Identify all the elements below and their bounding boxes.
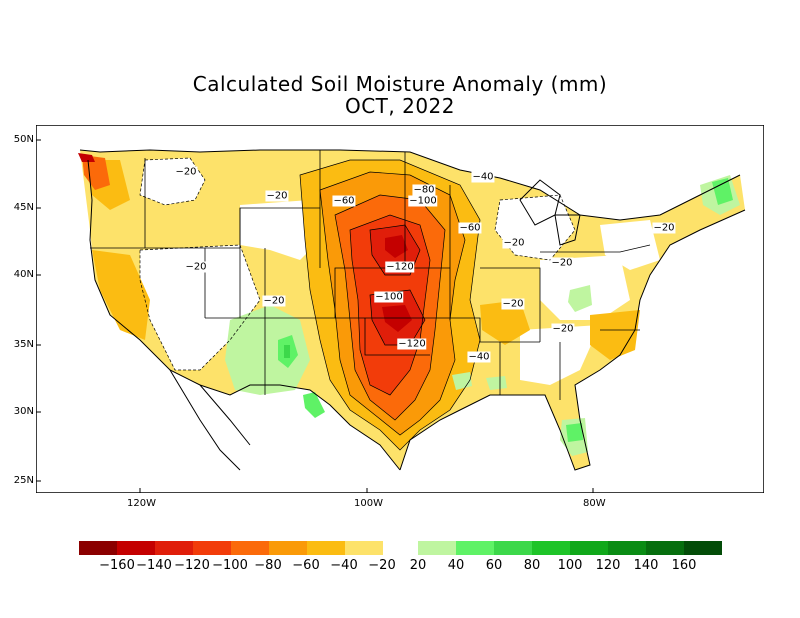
colorbar-swatch-negative <box>193 541 231 555</box>
colorbar-tick-label: 100 <box>557 558 583 573</box>
colorbar-swatch-negative <box>307 541 345 555</box>
lat-label-50n: 50N <box>13 134 34 145</box>
colorbar-swatch-positive <box>608 541 646 555</box>
contour-label: −20 <box>501 298 525 310</box>
coastlines <box>79 149 746 471</box>
colorbar-swatch-positive <box>494 541 532 555</box>
lat-label-40n: 40N <box>13 269 34 280</box>
axis-ticks <box>36 139 594 493</box>
contour-label: −60 <box>332 195 356 207</box>
contour-label: −20 <box>652 222 676 234</box>
colorbar-swatch-positive <box>684 541 722 555</box>
contour-label: −80 <box>412 184 436 196</box>
colorbar-tick-label: −60 <box>292 558 320 573</box>
contour-label: −20 <box>550 257 574 269</box>
colorbar-tick-label: 20 <box>409 558 427 573</box>
colorbar-swatch-negative <box>345 541 383 555</box>
contour-label: −100 <box>374 291 404 303</box>
colorbar-swatch-negative <box>155 541 193 555</box>
lat-label-25n: 25N <box>13 475 34 486</box>
colorbar-tick-label: −80 <box>254 558 282 573</box>
colorbar-swatch-positive <box>456 541 494 555</box>
colorbar-swatch-negative <box>117 541 155 555</box>
lon-label-80w: 80W <box>583 498 606 509</box>
contour-label: −20 <box>265 190 289 202</box>
contour-label: −120 <box>397 338 427 350</box>
colorbar-tick-label: 160 <box>671 558 697 573</box>
contour-label: −60 <box>458 222 482 234</box>
lon-label-100w: 100W <box>354 498 383 509</box>
contour-label: −20 <box>262 295 286 307</box>
colorbar-swatch-negative <box>79 541 117 555</box>
contour-label: −120 <box>385 261 415 273</box>
lat-label-30n: 30N <box>13 406 34 417</box>
lat-label-35n: 35N <box>13 339 34 350</box>
colorbar-tick-label: 140 <box>633 558 659 573</box>
contour-label: −20 <box>174 166 198 178</box>
contour-label: −20 <box>551 323 575 335</box>
colorbar-swatch-negative <box>269 541 307 555</box>
map-canvas <box>36 125 764 493</box>
lat-label-45n: 45N <box>13 202 34 213</box>
colorbar-tick-label: −140 <box>136 558 172 573</box>
wet-areas <box>225 175 740 456</box>
map-title: Calculated Soil Moisture Anomaly (mm) <box>192 72 608 96</box>
colorbar-tick-label: 60 <box>485 558 503 573</box>
colorbar-swatch-positive <box>570 541 608 555</box>
colorbar-swatch-positive <box>532 541 570 555</box>
colorbar-tick-label: 40 <box>447 558 465 573</box>
colorbar-tick-label: 120 <box>595 558 621 573</box>
contour-lines <box>139 157 576 451</box>
colorbar-tick-label: −120 <box>174 558 210 573</box>
colorbar-swatch-positive <box>418 541 456 555</box>
colorbar <box>79 541 722 555</box>
colorbar-tick-label: −100 <box>212 558 248 573</box>
contour-label: −40 <box>467 351 491 363</box>
contour-label: −20 <box>184 261 208 273</box>
contour-label: −40 <box>471 171 495 183</box>
colorbar-swatch-negative <box>231 541 269 555</box>
contour-label: −20 <box>502 237 526 249</box>
lon-label-120w: 120W <box>127 498 156 509</box>
colorbar-tick-label: −160 <box>99 558 135 573</box>
colorbar-tick-label: −20 <box>368 558 396 573</box>
colorbar-swatch-positive <box>646 541 684 555</box>
colorbar-tick-label: −40 <box>330 558 358 573</box>
contour-label: −100 <box>408 195 438 207</box>
colorbar-tick-label: 80 <box>523 558 541 573</box>
map-subtitle: OCT, 2022 <box>344 94 456 118</box>
